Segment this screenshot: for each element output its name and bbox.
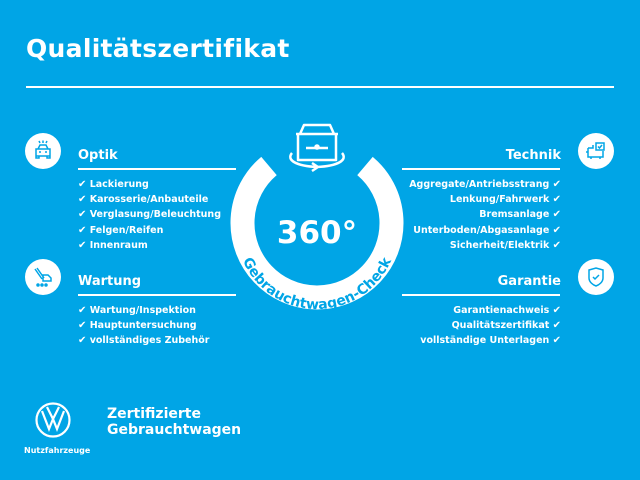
list-item: Qualitätszertifikat ✔ xyxy=(451,320,561,332)
list-item: Bremsanlage ✔ xyxy=(479,209,561,221)
list-item: Unterboden/Abgasanlage ✔ xyxy=(413,224,561,236)
list-item: Garantienachweis ✔ xyxy=(453,305,561,316)
section-title-optik: Optik xyxy=(78,148,118,163)
shield-check-icon xyxy=(578,259,614,295)
car-lights-icon xyxy=(25,133,61,169)
list-item: ✔ vollständiges Zubehör xyxy=(78,335,210,347)
optik-list: ✔ Lackierung ✔ Karosserie/Anbauteile ✔ V… xyxy=(78,177,221,253)
technik-list: Aggregate/Antriebsstrang ✔ Lenkung/Fahrw… xyxy=(409,177,561,253)
wartung-list: ✔ Wartung/Inspektion ✔ Hauptuntersuchung… xyxy=(78,303,209,349)
section-title-garantie: Garantie xyxy=(497,274,561,289)
divider xyxy=(78,168,236,170)
list-item: Sicherheit/Elektrik ✔ xyxy=(449,239,561,251)
divider xyxy=(402,168,560,170)
list-item: ✔ Felgen/Reifen xyxy=(78,224,164,236)
ring-arc xyxy=(230,156,404,310)
list-item: Aggregate/Antriebsstrang ✔ xyxy=(409,179,561,190)
360-value: 360° xyxy=(277,215,357,251)
list-item: ✔ Lackierung xyxy=(78,179,149,190)
list-item: ✔ Innenraum xyxy=(78,239,148,251)
page-title: Qualitätszertifikat xyxy=(26,34,290,63)
garantie-list: Garantienachweis ✔ Qualitätszertifikat ✔… xyxy=(420,303,561,349)
divider xyxy=(402,294,560,296)
divider xyxy=(26,86,614,88)
section-title-wartung: Wartung xyxy=(78,274,142,289)
section-title-technik: Technik xyxy=(505,148,561,163)
list-item: ✔ Karosserie/Anbauteile xyxy=(78,194,209,206)
service-tools-icon xyxy=(25,259,61,295)
certified-label: Zertifizierte Gebrauchtwagen xyxy=(107,406,242,438)
vw-logo xyxy=(35,402,71,442)
brand-label: Nutzfahrzeuge xyxy=(24,446,91,455)
list-item: ✔ Wartung/Inspektion xyxy=(78,305,196,316)
list-item: Lenkung/Fahrwerk ✔ xyxy=(449,194,561,206)
car-rotate-icon xyxy=(289,123,345,173)
engine-check-icon xyxy=(578,133,614,169)
divider xyxy=(78,294,236,296)
list-item: ✔ Hauptuntersuchung xyxy=(78,320,197,332)
list-item: vollständige Unterlagen ✔ xyxy=(420,335,561,347)
list-item: ✔ Verglasung/Beleuchtung xyxy=(78,209,221,221)
